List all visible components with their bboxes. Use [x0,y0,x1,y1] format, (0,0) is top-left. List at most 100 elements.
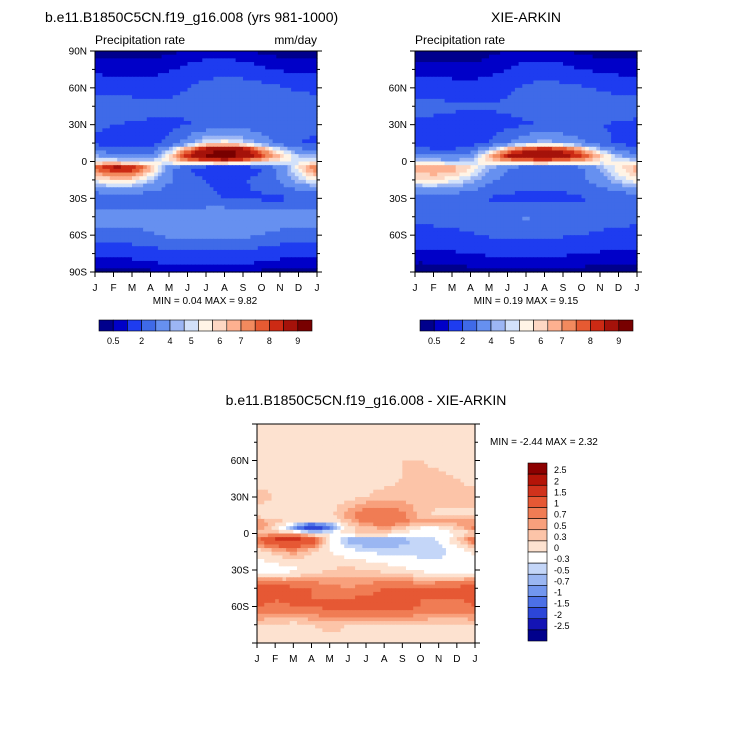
contour-cell [220,165,226,170]
contour-cell [265,95,270,100]
contour-cell [176,183,181,188]
contour-cell [120,213,126,218]
contour-cell [109,227,115,233]
contour-cell [135,157,140,163]
contour-cell [228,187,233,192]
colorbar-label: 2 [139,336,144,346]
contour-cell [109,172,115,177]
contour-cell [625,95,631,100]
contour-cell [132,268,137,273]
contour-cell [302,213,307,218]
contour-cell [176,216,181,222]
contour-cell [614,65,620,71]
contour-cell [117,80,122,85]
contour-cell [217,161,222,166]
contour-cell [172,87,177,93]
contour-cell [305,209,311,214]
contour-cell [165,139,170,144]
colorbar-swatch [226,319,242,332]
contour-cell [194,172,200,177]
contour-cell [191,102,196,107]
contour-cell [235,216,240,222]
contour-cell [305,187,311,192]
contour-cell [95,95,100,100]
contour-cell [109,120,115,126]
contour-cell [261,176,266,181]
contour-cell [95,176,100,181]
contour-cell [209,128,214,133]
contour-cell [596,120,601,126]
contour-cell [257,113,263,118]
contour-cell [243,224,248,229]
contour-cell [231,183,237,188]
contour-cell [257,238,263,244]
contour-cell [172,209,177,214]
contour-cell [209,224,214,229]
contour-cell [150,190,155,196]
contour-cell [433,69,438,74]
contour-cell [217,183,222,188]
contour-cell [113,238,118,244]
contour-cell [206,202,211,207]
contour-cell [109,154,115,159]
contour-cell [540,80,546,85]
contour-cell [418,76,423,82]
contour-cell [113,80,118,85]
contour-cell [622,84,627,89]
contour-cell [95,257,100,262]
contour-cell [585,113,590,118]
contour-cell [309,194,314,199]
contour-cell [551,117,557,122]
contour-cell [217,235,222,240]
contour-cell [95,235,100,240]
contour-cell [257,216,263,222]
contour-cell [109,80,115,85]
contour-cell [246,227,251,233]
contour-cell [444,120,449,126]
contour-cell [437,58,442,63]
contour-cell [209,62,214,67]
contour-cell [272,268,277,273]
contour-cell [622,73,627,78]
contour-cell [625,117,631,122]
contour-cell [474,80,479,85]
contour-cell [280,205,285,210]
contour-cell [172,76,177,82]
contour-cell [544,120,549,126]
contour-cell [489,98,494,104]
contour-cell [422,109,427,115]
contour-cell [544,69,549,74]
contour-cell [272,242,277,247]
contour-cell [172,168,177,174]
contour-cell [239,135,244,140]
contour-cell [302,124,307,129]
contour-cell [183,146,189,152]
contour-cell [132,260,137,266]
contour-cell [529,102,534,107]
contour-cell [139,91,144,96]
contour-cell [209,51,214,56]
contour-cell [161,264,166,269]
contour-cell [206,213,211,218]
contour-cell [287,135,292,140]
contour-cell [172,109,177,115]
contour-cell [209,246,214,251]
contour-cell [180,54,185,59]
contour-cell [566,117,571,122]
contour-cell [113,227,118,233]
contour-cell [426,91,431,96]
contour-cell [294,102,300,107]
contour-cell [202,187,207,192]
contour-cell [481,120,486,126]
contour-cell [228,168,233,174]
contour-cell [500,80,505,85]
contour-cell [246,51,251,56]
contour-cell [172,139,177,144]
contour-cell [124,257,129,262]
contour-cell [239,216,244,222]
contour-cell [95,202,100,207]
contour-cell [492,124,497,129]
contour-cell [243,205,248,210]
contour-cell [172,51,177,56]
contour-cell [220,220,226,225]
